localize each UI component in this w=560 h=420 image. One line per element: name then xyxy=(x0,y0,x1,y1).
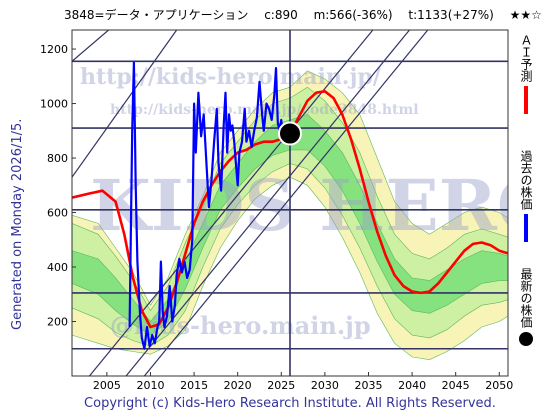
x-tick-label: 2020 xyxy=(224,379,252,392)
legend-label: ＡＩ予測 xyxy=(519,34,533,82)
y-tick-label: 600 xyxy=(47,207,68,220)
legend-swatch xyxy=(524,86,528,114)
watermark-3: KIDS HERO xyxy=(90,164,558,247)
rating-stars: ★★☆ xyxy=(509,8,542,22)
legend-label: 過去の株価 xyxy=(519,150,533,210)
x-tick-label: 2040 xyxy=(398,379,426,392)
trend-line-1 xyxy=(88,30,374,376)
x-tick-label: 2025 xyxy=(267,379,295,392)
generated-date-label: Generated on Monday 2026/1/5. xyxy=(10,118,25,330)
x-tick-label: 2035 xyxy=(354,379,382,392)
plot-frame xyxy=(71,29,509,377)
y-tick-label: 1000 xyxy=(40,98,68,111)
latest-price-marker xyxy=(278,121,302,146)
watermark-1: http://kids-hero.main.jp/ xyxy=(80,64,382,90)
current-price: c:890 xyxy=(264,8,298,22)
past-price-line xyxy=(128,61,292,350)
chart-header: 3848=データ・アプリケーション c:890 m:566(-36%) t:11… xyxy=(64,6,542,26)
stock-name: 3848=データ・アプリケーション xyxy=(64,8,249,22)
legend-swatch xyxy=(524,214,528,242)
legend-swatch xyxy=(519,332,533,346)
x-tick-label: 2010 xyxy=(136,379,164,392)
legend-label: 最新の株価 xyxy=(519,268,533,328)
min-price: m:566(-36%) xyxy=(313,8,393,22)
trend-line-5 xyxy=(72,30,178,178)
y-tick-label: 400 xyxy=(47,261,68,274)
x-tick-label: 2015 xyxy=(180,379,208,392)
y-tick-label: 800 xyxy=(47,152,68,165)
y-tick-label: 1200 xyxy=(40,43,68,56)
trend-line-4 xyxy=(72,30,110,62)
copyright-notice: Copyright (c) Kids-Hero Research Institu… xyxy=(84,396,496,411)
x-tick-label: 2030 xyxy=(311,379,339,392)
x-tick-label: 2050 xyxy=(485,379,513,392)
trend-line-3 xyxy=(143,30,429,376)
y-tick-label: 200 xyxy=(47,316,68,329)
x-tick-label: 2045 xyxy=(442,379,470,392)
target-price: t:1133(+27%) xyxy=(408,8,494,22)
x-tick-label: 2005 xyxy=(93,379,121,392)
